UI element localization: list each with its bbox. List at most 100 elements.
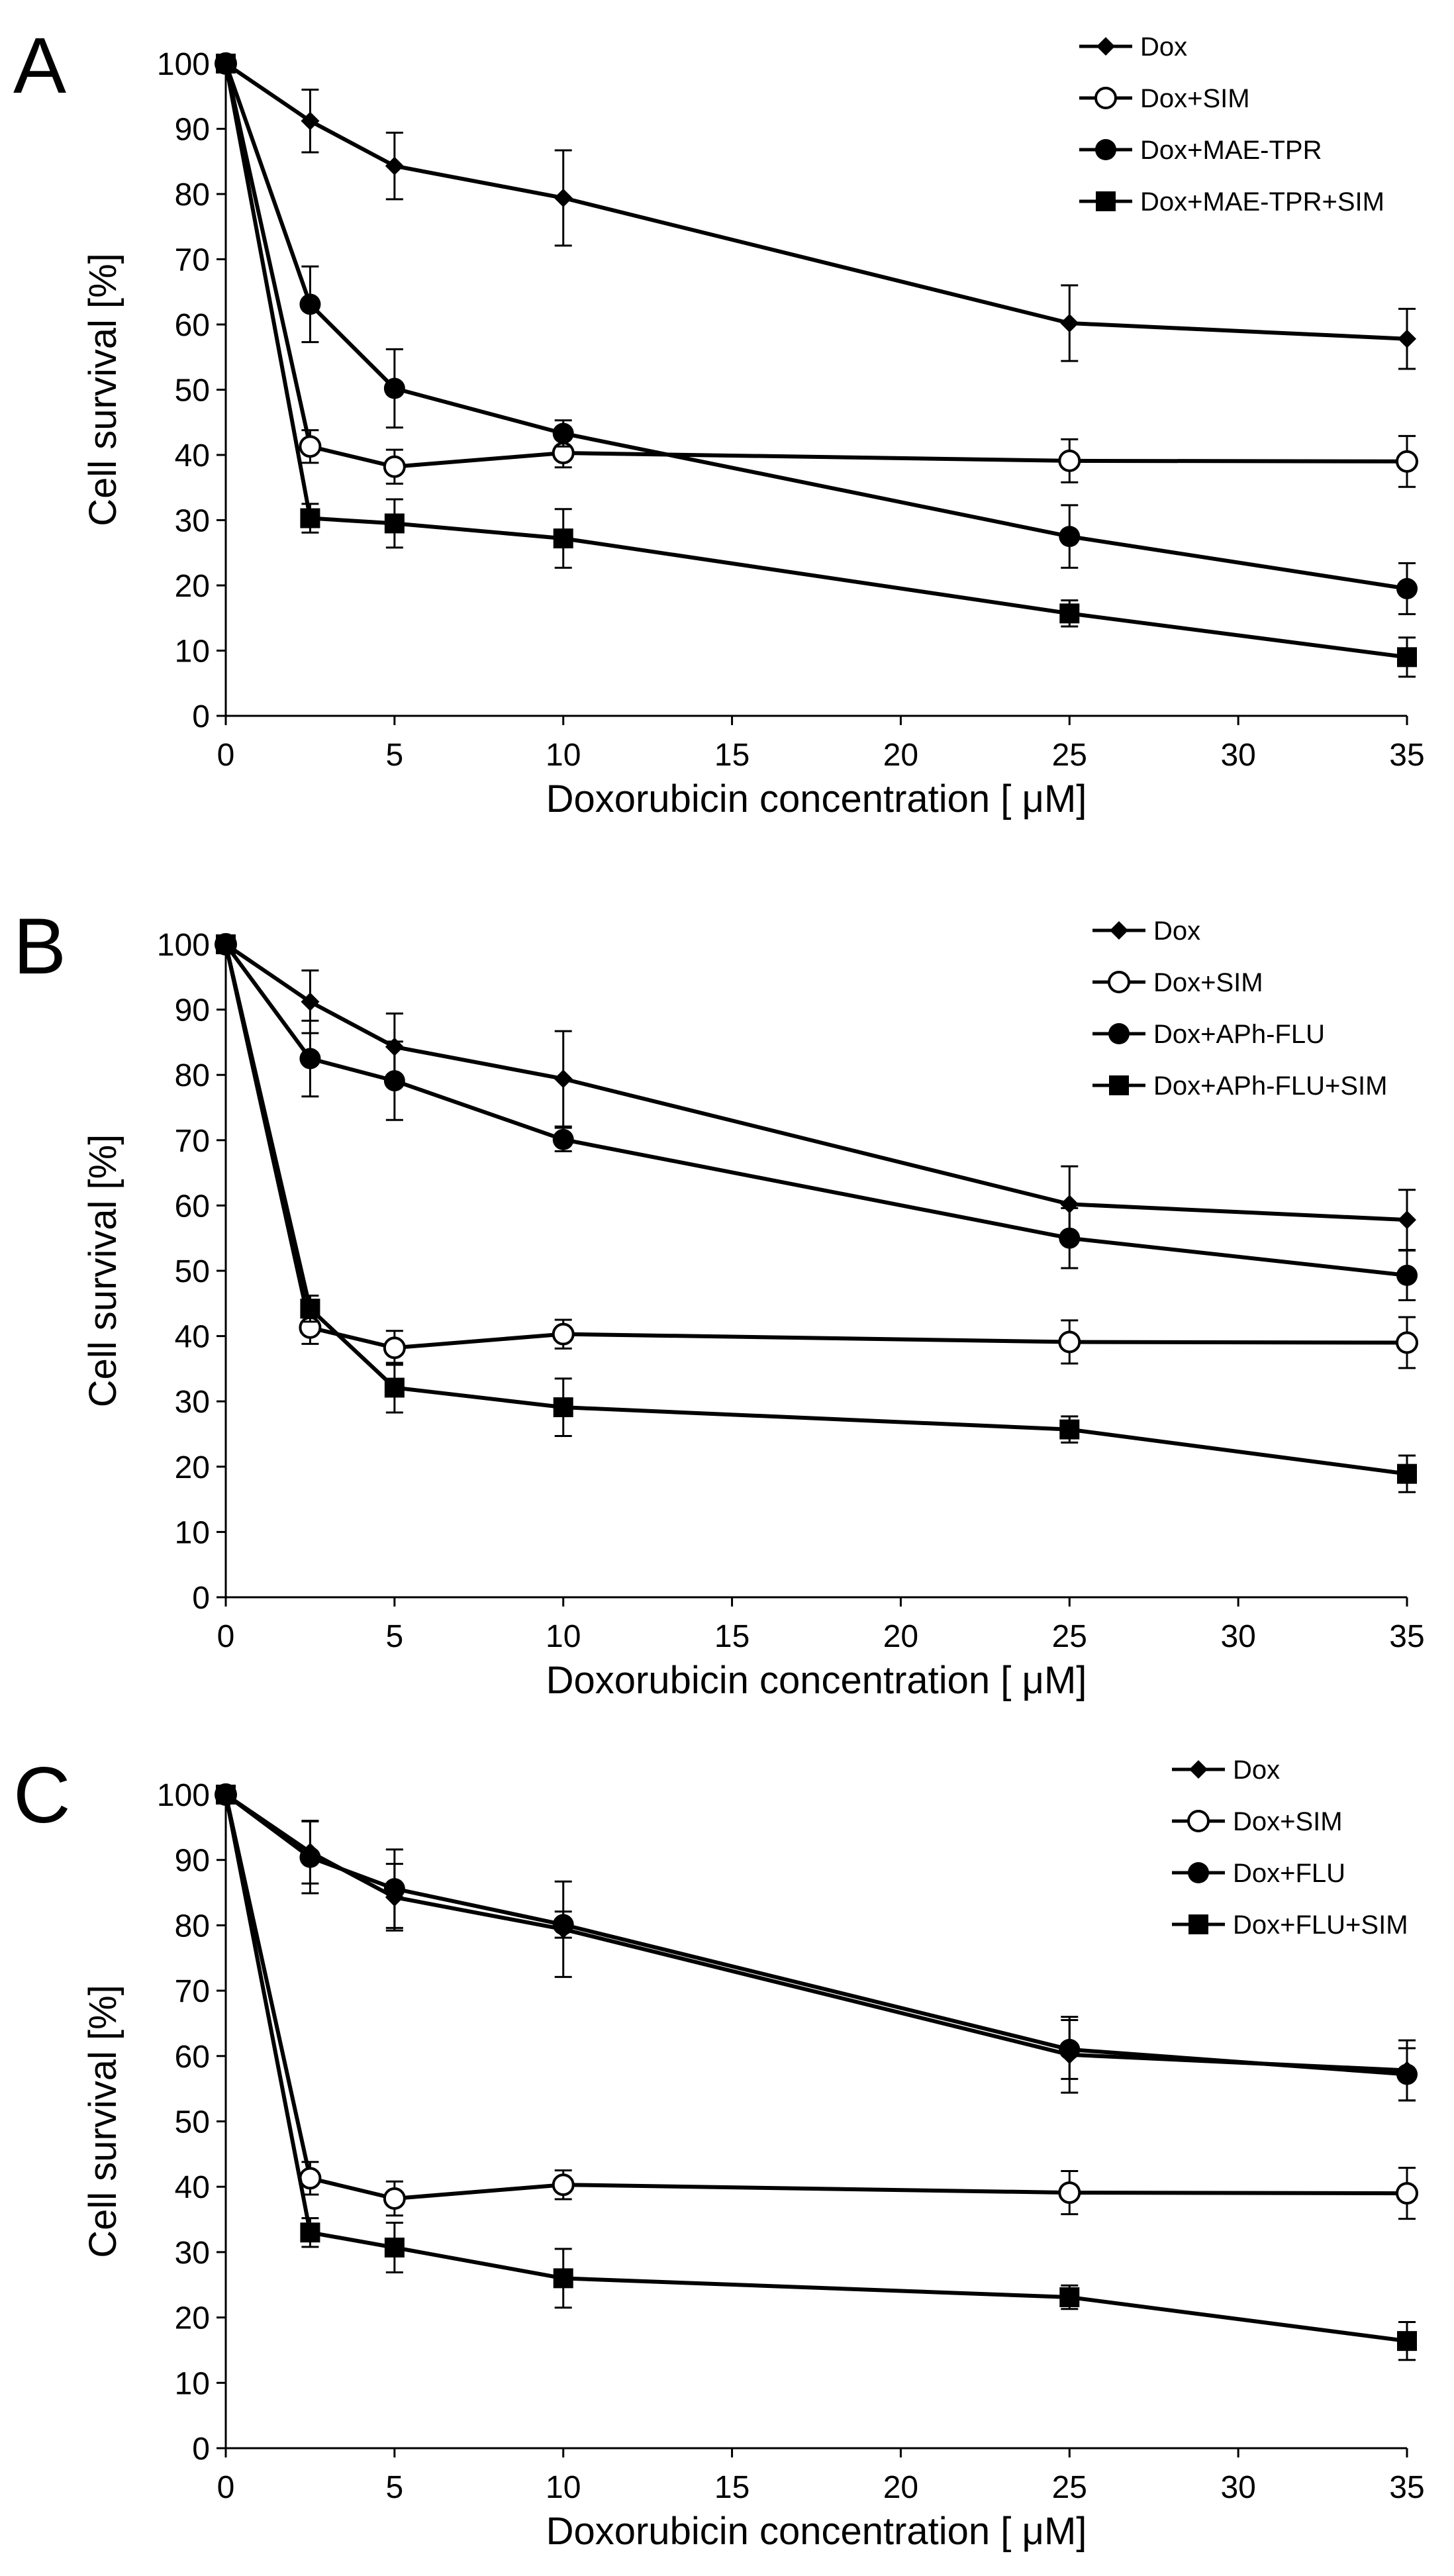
- data-point: [300, 508, 320, 528]
- legend-label: Dox+SIM: [1153, 968, 1263, 997]
- legend-label: Dox+MAE-TPR+SIM: [1140, 187, 1384, 217]
- legend-marker: [1095, 139, 1116, 160]
- data-point: [384, 513, 405, 534]
- legend-marker: [1188, 1862, 1209, 1883]
- data-point: [1059, 1419, 1080, 1440]
- legend-marker: [1189, 1760, 1208, 1779]
- x-tick-label: 25: [1052, 738, 1087, 773]
- legend: Dox Dox+SIM Dox+FLU Dox+FLU+SIM: [1172, 1756, 1408, 1940]
- series-line: [224, 62, 1408, 341]
- data-point: [1397, 647, 1417, 668]
- legend-marker: [1096, 191, 1116, 211]
- x-tick-label: 0: [217, 1619, 235, 1654]
- y-tick-label: 50: [175, 373, 210, 409]
- legend-marker: [1094, 87, 1117, 109]
- x-axis-title: Doxorubicin concentration [ μM]: [546, 2510, 1087, 2553]
- y-tick-label: 50: [175, 2105, 210, 2140]
- data-point: [1059, 1227, 1081, 1249]
- series-line: [224, 944, 1408, 1350]
- data-point: [299, 435, 322, 458]
- data-point: [1397, 1463, 1417, 1484]
- series-line: [224, 1793, 1408, 2077]
- series-4: [216, 934, 1417, 1493]
- data-point: [1058, 1330, 1081, 1354]
- legend-label: Dox+MAE-TPR: [1140, 136, 1322, 165]
- data-point: [300, 2222, 320, 2243]
- data-point: [299, 293, 321, 315]
- legend-label: Dox+APh-FLU: [1153, 1020, 1325, 1049]
- data-point: [554, 1069, 573, 1089]
- legend-marker: [1096, 37, 1115, 56]
- data-point: [384, 2237, 405, 2257]
- x-tick-label: 0: [217, 2470, 235, 2505]
- y-tick-label: 40: [175, 2170, 210, 2205]
- y-tick-label: 60: [175, 308, 210, 343]
- x-axis-title: Doxorubicin concentration [ μM]: [546, 777, 1087, 820]
- panel-letter-a: A: [13, 21, 66, 110]
- x-tick-label: 20: [883, 2470, 918, 2505]
- series-line: [224, 942, 1408, 1222]
- x-tick-label: 30: [1220, 2470, 1255, 2505]
- data-point: [301, 992, 320, 1011]
- series-line: [224, 63, 1408, 469]
- legend-label: Dox: [1140, 32, 1187, 62]
- data-point: [552, 422, 574, 444]
- legend-marker: [1108, 971, 1130, 993]
- chart-panel-a: A 0 10 20 30 40 50 60 70 80 90 100 0 5 10 15 20 25 30 35 Dox…: [13, 21, 1425, 820]
- legend-label: Dox+SIM: [1233, 1807, 1343, 1836]
- chart-panel-c: C 0 10 20 30 40 50 60 70 80 90 100 0 5 10 15 20 25 30 35 Dox…: [13, 1751, 1425, 2553]
- x-tick-label: 25: [1052, 2470, 1087, 2505]
- x-tick-label: 20: [883, 738, 918, 773]
- y-tick-label: 70: [175, 1974, 210, 2009]
- x-tick-label: 35: [1389, 2470, 1424, 2505]
- data-point: [216, 1785, 236, 1805]
- data-point: [216, 54, 236, 74]
- y-tick-label: 70: [175, 243, 210, 278]
- x-tick-label: 25: [1052, 1619, 1087, 1654]
- legend: Dox Dox+SIM Dox+APh-FLU Dox+APh-FLU+SIM: [1092, 916, 1387, 1101]
- data-point: [301, 111, 320, 130]
- data-point: [385, 156, 404, 175]
- data-point: [1396, 577, 1418, 599]
- series-line: [224, 944, 1408, 1476]
- panel-letter-b: B: [13, 902, 66, 991]
- legend-marker: [1110, 921, 1128, 940]
- legend-marker: [1109, 1075, 1129, 1095]
- y-tick-label: 90: [175, 1844, 210, 1879]
- x-axis-title: Doxorubicin concentration [ μM]: [546, 1659, 1087, 1702]
- y-tick-label: 10: [175, 634, 210, 669]
- data-point: [1059, 2287, 1080, 2308]
- data-point: [1059, 603, 1080, 624]
- y-tick-label: 20: [175, 569, 210, 604]
- series-2: [215, 1783, 1418, 2220]
- data-point: [553, 1397, 573, 1418]
- data-point: [1059, 526, 1081, 548]
- legend-label: Dox+FLU+SIM: [1233, 1910, 1408, 1940]
- data-point: [552, 1128, 574, 1150]
- y-tick-label: 100: [157, 1778, 210, 1813]
- y-tick-label: 40: [175, 1320, 210, 1355]
- y-tick-label: 100: [157, 47, 210, 82]
- series-line: [224, 1794, 1408, 2201]
- y-tick-label: 20: [175, 2301, 210, 2336]
- data-point: [1398, 1211, 1416, 1230]
- panel-letter-c: C: [13, 1751, 71, 1840]
- x-tick-label: 0: [217, 738, 235, 773]
- x-tick-label: 5: [386, 2470, 404, 2505]
- data-point: [383, 1336, 406, 1360]
- data-point: [1059, 2038, 1081, 2060]
- series-line: [224, 63, 1408, 591]
- data-point: [300, 1299, 320, 1319]
- series-2: [215, 52, 1418, 488]
- series-line: [224, 1794, 1408, 2344]
- data-point: [553, 2268, 573, 2289]
- legend-label: Dox+FLU: [1233, 1859, 1345, 1888]
- y-tick-label: 0: [192, 699, 210, 734]
- series-line: [224, 943, 1408, 1277]
- data-point: [554, 188, 573, 207]
- series-4: [216, 1785, 1417, 2361]
- legend-marker: [1187, 1810, 1210, 1832]
- y-tick-label: 0: [192, 1581, 210, 1616]
- data-point: [384, 1377, 405, 1398]
- data-point: [1058, 449, 1081, 472]
